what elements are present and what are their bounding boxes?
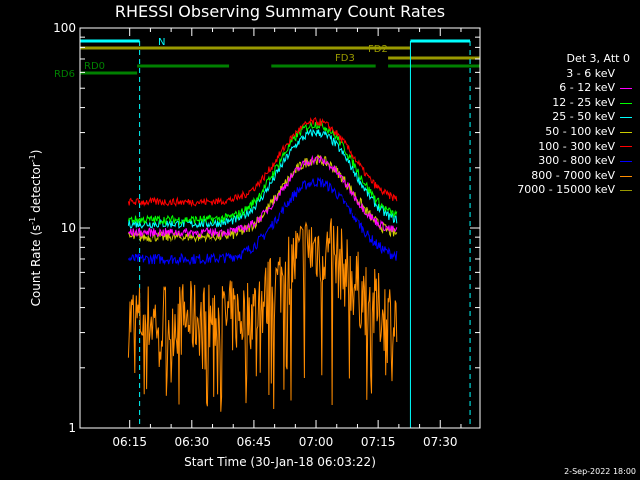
legend-swatch bbox=[620, 175, 632, 177]
y-tick-label: 100 bbox=[53, 21, 76, 35]
legend-item: 50 - 100 keV bbox=[480, 125, 632, 140]
flag-label-fd2: FD2 bbox=[368, 44, 388, 55]
legend-swatch bbox=[620, 117, 632, 119]
series-line-100-300-kev bbox=[127, 117, 398, 208]
flag-label-fd3: FD3 bbox=[335, 53, 355, 64]
flag-label-n: N bbox=[158, 37, 165, 48]
legend-item: 800 - 7000 keV bbox=[480, 169, 632, 184]
series-line-12-25-kev bbox=[127, 119, 398, 226]
y-tick-label: 1 bbox=[68, 421, 76, 435]
series-line-3-6-kev bbox=[128, 166, 398, 248]
x-axis-label: Start Time (30-Jan-18 06:03:22) bbox=[184, 455, 376, 469]
chart-title: RHESSI Observing Summary Count Rates bbox=[115, 2, 445, 21]
legend-title: Det 3, Att 0 bbox=[566, 52, 631, 65]
legend-item: 7000 - 15000 keV bbox=[480, 183, 632, 198]
legend-swatch bbox=[620, 160, 632, 162]
series-line-800-7000-kev bbox=[127, 218, 398, 412]
y-tick-label: 10 bbox=[61, 221, 76, 235]
legend-swatch bbox=[620, 73, 632, 75]
legend-label: 100 - 300 keV bbox=[538, 139, 615, 153]
legend-item: 100 - 300 keV bbox=[480, 140, 632, 155]
legend-label: 6 - 12 keV bbox=[559, 81, 615, 95]
series-traces bbox=[127, 117, 398, 412]
legend-item: 6 - 12 keV bbox=[480, 81, 632, 96]
legend-label: 12 - 25 keV bbox=[552, 95, 615, 109]
footer-timestamp: 2-Sep-2022 18:00 bbox=[564, 467, 636, 476]
legend-label: 800 - 7000 keV bbox=[531, 168, 615, 182]
flag-label-rd0: RD0 bbox=[84, 61, 105, 72]
legend-item: 3 - 6 keV bbox=[480, 67, 632, 82]
legend-label: 300 - 800 keV bbox=[538, 154, 615, 168]
legend-label: 25 - 50 keV bbox=[552, 110, 615, 124]
x-tick-label: 06:15 bbox=[112, 435, 147, 449]
legend-item: 25 - 50 keV bbox=[480, 110, 632, 125]
y-axis-ticks: 1 10 100 bbox=[53, 21, 480, 435]
y-axis-label: Count Rate (s-1 detector-1) bbox=[28, 150, 43, 307]
series-line-50-100-kev bbox=[127, 154, 398, 244]
legend-label: 3 - 6 keV bbox=[566, 66, 615, 80]
x-tick-label: 06:30 bbox=[175, 435, 210, 449]
legend-swatch bbox=[620, 102, 632, 104]
legend-swatch bbox=[620, 146, 632, 148]
legend-item: 12 - 25 keV bbox=[480, 96, 632, 111]
legend-label: 50 - 100 keV bbox=[545, 124, 615, 138]
x-tick-label: 06:45 bbox=[237, 435, 272, 449]
legend-swatch bbox=[620, 131, 632, 133]
series-line-6-12-kev bbox=[128, 154, 398, 239]
x-tick-label: 07:00 bbox=[299, 435, 334, 449]
series-line-300-800-kev bbox=[127, 177, 398, 266]
x-tick-label: 07:15 bbox=[361, 435, 396, 449]
x-tick-label: 07:30 bbox=[423, 435, 458, 449]
legend-label: 7000 - 15000 keV bbox=[517, 183, 615, 197]
series-line-25-50-kev bbox=[127, 128, 398, 229]
legend-item: 300 - 800 keV bbox=[480, 154, 632, 169]
legend: Det 3, Att 0 3 - 6 keV 6 - 12 keV 12 - 25 … bbox=[480, 52, 632, 198]
legend-swatch bbox=[620, 190, 632, 192]
flag-label-rd6: RD6 bbox=[54, 69, 75, 80]
legend-swatch bbox=[620, 87, 632, 89]
flag-bars: N FD2 FD3 RD0 RD6 bbox=[54, 37, 480, 80]
x-axis-ticks: 06:15 06:30 06:45 07:00 07:15 07:30 bbox=[112, 28, 462, 449]
